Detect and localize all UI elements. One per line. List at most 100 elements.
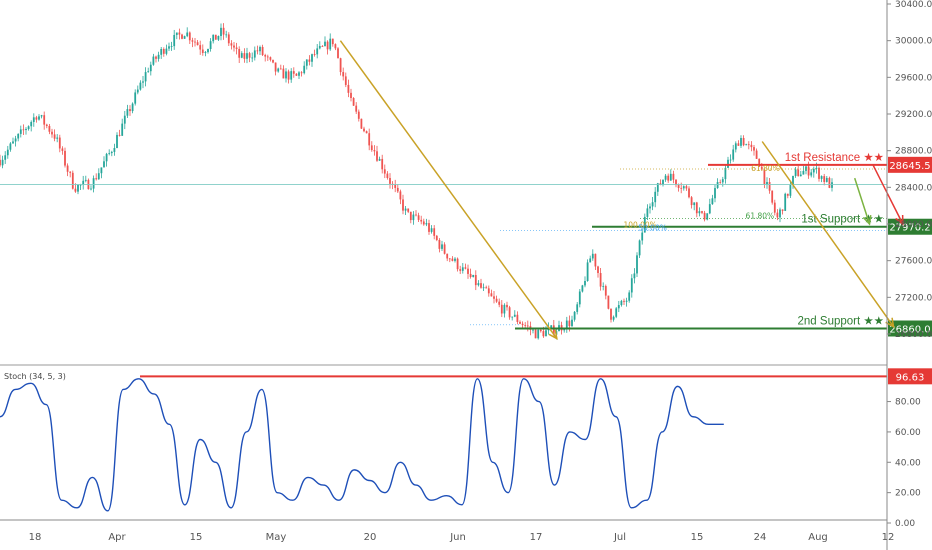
time-tick-label: 17	[530, 532, 543, 543]
candle-body	[300, 72, 303, 74]
candle-body	[688, 188, 690, 198]
arrow-head	[885, 317, 895, 329]
candle-body	[389, 177, 391, 184]
candle-body	[365, 131, 368, 134]
candle-body	[290, 71, 293, 80]
fib-label: 61.80%	[751, 164, 780, 173]
candle-body	[170, 46, 173, 47]
candle-body	[337, 48, 339, 59]
candle-body	[394, 184, 397, 188]
candle-body	[157, 54, 160, 59]
arrow-head	[895, 214, 904, 226]
candle-body	[48, 125, 51, 132]
candle-body	[61, 148, 64, 151]
candle-body	[737, 143, 740, 146]
candle-body	[396, 187, 399, 192]
candle-body	[292, 71, 295, 74]
candle-body	[209, 41, 212, 49]
candle-body	[537, 329, 540, 339]
candle-body	[103, 161, 105, 168]
candle-body	[680, 187, 683, 189]
candle-body	[272, 59, 274, 63]
time-tick-label: 12	[882, 532, 895, 543]
time-tick-label: 18	[29, 532, 42, 543]
candle-body	[542, 331, 545, 337]
candle-body	[420, 219, 423, 222]
candle-body	[433, 228, 436, 236]
candle-body	[602, 286, 605, 287]
stoch-axis[interactable]: 80.00 60.00 40.00 20.00 0.00 96.63	[887, 368, 932, 529]
candle-body	[571, 319, 573, 327]
candle-body	[779, 209, 781, 218]
candle-body	[753, 147, 755, 151]
candle-body	[799, 174, 802, 177]
candle-body	[74, 188, 77, 192]
price-tick-label: 27200.0	[895, 293, 932, 303]
candle-body	[591, 253, 594, 259]
candle-body	[108, 153, 111, 154]
candle-body	[79, 184, 82, 186]
stoch-indicator-label[interactable]: Stoch (34, 5, 3)	[4, 372, 66, 381]
candle-body	[573, 311, 576, 320]
arrow-head	[548, 329, 558, 340]
candle-body	[38, 116, 40, 120]
candle-body	[586, 262, 589, 281]
candle-body	[334, 44, 337, 49]
time-axis[interactable]: 18 Apr 15 May 20 Jun 17 Jul 15 24 Aug 12	[29, 532, 895, 543]
candle-body	[612, 316, 615, 320]
candle-body	[178, 32, 181, 35]
candle-body	[376, 151, 378, 161]
candle-body	[589, 258, 592, 263]
candle-body	[789, 184, 792, 196]
candle-body	[693, 202, 696, 206]
candle-body	[217, 36, 220, 40]
candle-body	[14, 138, 17, 142]
candle-body	[144, 72, 147, 82]
price-tick-label: 30000.0	[895, 37, 932, 47]
candle-body	[784, 193, 787, 211]
candle-body	[264, 55, 267, 57]
candle-body	[160, 48, 163, 55]
candle-body	[27, 126, 30, 130]
price-tick-label: 27600.0	[895, 257, 932, 267]
candle-body	[105, 153, 108, 162]
candle-body	[682, 186, 685, 189]
candle-body	[474, 274, 477, 286]
candle-body	[472, 274, 475, 277]
candle-body	[539, 329, 542, 332]
candle-body	[279, 68, 282, 70]
candle-body	[628, 292, 631, 301]
candle-body	[714, 188, 716, 199]
candle-body	[1, 159, 4, 166]
candle-body	[480, 283, 482, 288]
plot-background	[0, 0, 887, 520]
candle-body	[823, 176, 826, 182]
candle-body	[12, 141, 14, 144]
candle-body	[706, 213, 709, 220]
candle-body	[786, 193, 789, 196]
candle-body	[17, 133, 20, 139]
candle-body	[235, 47, 238, 49]
candle-body	[321, 45, 324, 47]
candle-body	[381, 158, 384, 170]
candle-body	[298, 72, 300, 76]
candle-body	[240, 53, 243, 58]
stoch-tick-label: 60.00	[895, 428, 921, 438]
candle-body	[277, 68, 280, 72]
candle-body	[168, 46, 170, 49]
candle-body	[636, 255, 638, 274]
time-tick-label: 15	[691, 532, 704, 543]
candle-body	[584, 280, 586, 286]
candle-body	[633, 273, 636, 279]
candle-body	[482, 287, 485, 289]
price-tick-label: 29600.0	[895, 73, 932, 83]
candle-body	[256, 50, 259, 52]
price-axis[interactable]: 30400.0 30000.0 29600.0 29200.0 28800.0 28400…	[887, 0, 932, 340]
candle-body	[412, 214, 415, 221]
candle-body	[253, 50, 256, 58]
candle-body	[214, 34, 217, 40]
candle-body	[747, 144, 750, 146]
candle-body	[0, 159, 1, 166]
candle-body	[225, 34, 228, 36]
candle-body	[493, 296, 495, 299]
